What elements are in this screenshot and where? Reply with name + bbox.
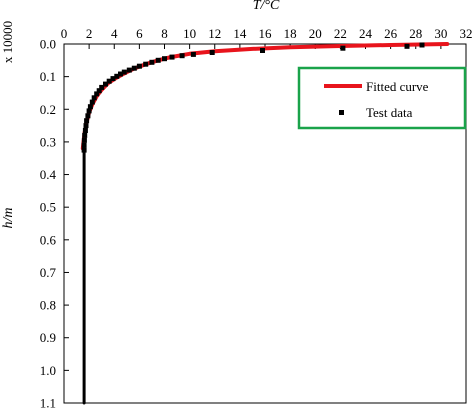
test-data-point (103, 81, 108, 87)
y-axis-multiplier: x 10000 (0, 21, 15, 63)
y-tick-label: 0.2 (40, 102, 56, 117)
test-data-point (404, 43, 410, 49)
test-data-point (96, 88, 102, 94)
legend: Fitted curve Test data (297, 66, 467, 130)
test-data-point (82, 132, 88, 138)
test-data-point (81, 147, 87, 153)
x-tick-label: 16 (259, 26, 273, 41)
y-tick-label: 1.1 (40, 396, 56, 408)
test-data-point (81, 142, 87, 148)
x-tick-label: 24 (359, 26, 373, 41)
test-data-point (143, 61, 149, 67)
x-tick-label: 20 (309, 26, 322, 41)
x-tick-label: 22 (334, 26, 347, 41)
test-data-point (84, 118, 90, 124)
y-tick-label: 0.1 (40, 69, 56, 84)
test-data-point (340, 45, 346, 51)
x-tick-label: 28 (409, 26, 422, 41)
test-data-point (419, 42, 425, 48)
test-data-point (169, 54, 175, 60)
test-data-point (114, 73, 120, 79)
test-data-point (82, 128, 88, 133)
y-tick-label: 1.0 (40, 363, 56, 378)
test-data-point (110, 76, 116, 82)
y-tick-label: 0.4 (40, 167, 57, 182)
test-data-point (99, 84, 105, 90)
legend-label-fitted-curve: Fitted curve (366, 79, 429, 94)
test-data-point (162, 56, 167, 62)
x-tick-label: 10 (183, 26, 196, 41)
legend-box (297, 66, 467, 130)
test-data-point (83, 123, 89, 129)
test-data-point (121, 69, 127, 75)
x-axis-ticks: 0 2 4 6 8 10 12 14 16 18 20 22 24 26 28 30 32 (61, 26, 473, 49)
legend-swatch-test-data (339, 110, 344, 115)
x-axis-title: T/°C (253, 0, 280, 13)
test-data-point (209, 50, 215, 55)
y-tick-label: 0.6 (40, 232, 57, 247)
test-data-point (81, 137, 87, 143)
test-data-point (94, 91, 100, 97)
y-axis-title: h/m (1, 208, 16, 229)
x-tick-label: 6 (136, 26, 143, 41)
test-data-point (87, 104, 93, 110)
x-tick-label: 30 (434, 26, 447, 41)
test-data-point (91, 95, 97, 101)
test-data-point (118, 71, 123, 77)
test-data-point (155, 57, 161, 63)
x-tick-label: 4 (111, 26, 118, 41)
test-data-point (126, 67, 132, 73)
test-data-point (86, 108, 92, 114)
test-data-point (136, 63, 142, 69)
x-tick-label: 14 (233, 26, 247, 41)
test-data-point (260, 48, 265, 53)
test-data-point (179, 53, 185, 59)
legend-label-test-data: Test data (366, 105, 413, 120)
x-tick-label: 18 (284, 26, 297, 41)
test-data-point (131, 65, 137, 71)
y-tick-label: 0.8 (40, 298, 56, 313)
y-tick-label: 0.0 (40, 37, 56, 52)
x-tick-label: 0 (61, 26, 68, 41)
test-data-point (85, 113, 91, 119)
x-tick-label: 26 (384, 26, 398, 41)
x-tick-label: 32 (460, 26, 473, 41)
y-axis-ticks: 0.0 0.1 0.2 0.3 0.4 0.5 0.6 0.7 0.8 0.9 1.0 1.1 (40, 37, 69, 408)
series-layer (80, 42, 450, 405)
x-tick-label: 12 (208, 26, 221, 41)
x-tick-label: 2 (86, 26, 93, 41)
test-data-point (89, 99, 95, 105)
test-data-point (106, 78, 112, 84)
x-tick-label: 8 (161, 26, 168, 41)
test-data-point (190, 51, 196, 57)
y-tick-label: 0.5 (40, 200, 56, 215)
y-tick-label: 0.7 (40, 265, 57, 280)
y-tick-label: 0.3 (40, 134, 56, 149)
y-tick-label: 0.9 (40, 330, 56, 345)
test-data-point (149, 59, 155, 65)
